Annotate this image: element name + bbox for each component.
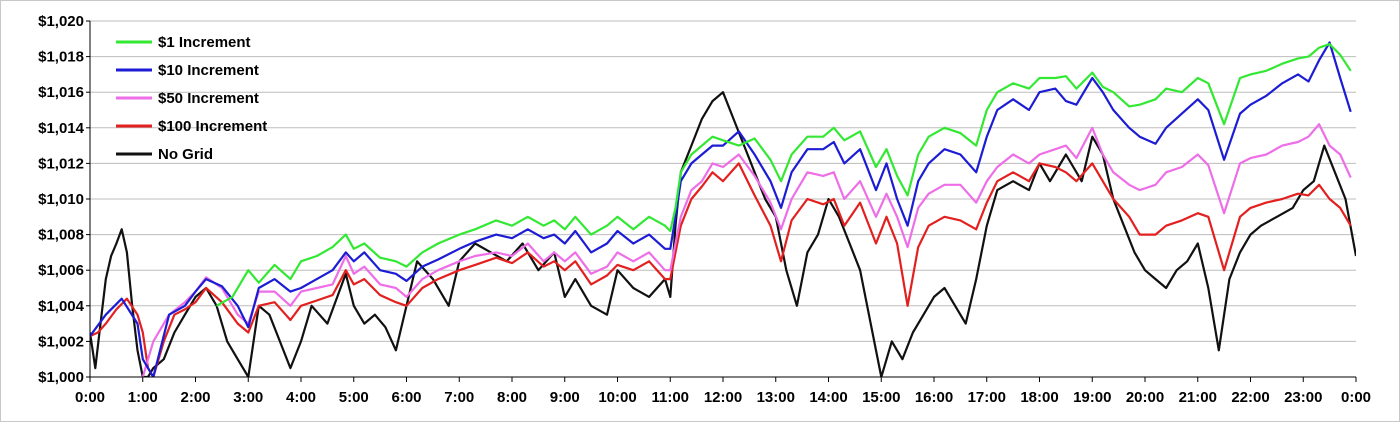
x-tick-labels: 0:00 1:00 2:00 3:00 4:00 5:00 6:00 7:00 8:00 9:00…: [75, 389, 1371, 406]
legend-label: $10 Increment: [158, 62, 259, 79]
y-tick-label: $1,002: [38, 333, 84, 350]
y-tick-label: $1,012: [38, 155, 84, 172]
axes: [86, 20, 1357, 382]
x-tick-label: 14:00: [809, 389, 847, 406]
x-tick-label: 17:00: [968, 389, 1006, 406]
y-tick-label: $1,000: [38, 369, 84, 386]
x-tick-label: 21:00: [1179, 389, 1217, 406]
y-tick-label: $1,006: [38, 262, 84, 279]
series-lines: [90, 41, 1356, 377]
y-tick-label: $1,018: [38, 49, 84, 66]
series-line-2: [141, 123, 1352, 377]
y-tick-label: $1,020: [38, 13, 84, 30]
x-tick-label: 23:00: [1284, 389, 1322, 406]
y-tick-labels: $1,000 $1,002 $1,004 $1,006 $1,008 $1,010 $1,0…: [38, 13, 85, 386]
x-tick-label: 8:00: [497, 389, 527, 406]
x-tick-label: 2:00: [180, 389, 210, 406]
series-line-0: [216, 42, 1352, 307]
x-tick-label: 7:00: [444, 389, 474, 406]
series-line-4: [90, 91, 1356, 377]
x-tick-label: 13:00: [757, 389, 795, 406]
legend-label: $100 Increment: [158, 118, 267, 135]
legend: $1 Increment $10 Increment $50 Increment $1…: [116, 34, 267, 163]
x-tick-label: 3:00: [233, 389, 263, 406]
x-tick-label: 0:00: [75, 389, 105, 406]
x-tick-label: 1:00: [128, 389, 158, 406]
x-tick-label: 9:00: [550, 389, 580, 406]
x-tick-label: 18:00: [1020, 389, 1058, 406]
x-tick-label: 15:00: [862, 389, 900, 406]
x-tick-label: 0:00: [1341, 389, 1371, 406]
x-tick-label: 12:00: [704, 389, 742, 406]
y-tick-label: $1,010: [38, 191, 84, 208]
legend-label: $50 Increment: [158, 90, 259, 107]
series-line-1: [90, 41, 1352, 377]
x-tick-label: 10:00: [598, 389, 636, 406]
series-line-3: [90, 162, 1352, 377]
x-tick-label: 20:00: [1126, 389, 1164, 406]
y-tick-label: $1,008: [38, 227, 84, 244]
y-tick-label: $1,016: [38, 84, 84, 101]
y-tick-label: $1,014: [38, 120, 85, 137]
x-tick-label: 6:00: [391, 389, 421, 406]
x-tick-label: 16:00: [915, 389, 953, 406]
legend-label: $1 Increment: [158, 34, 251, 51]
x-tick-label: 22:00: [1231, 389, 1269, 406]
x-tick-label: 4:00: [286, 389, 316, 406]
x-tick-label: 19:00: [1073, 389, 1111, 406]
y-tick-label: $1,004: [38, 298, 85, 315]
x-tick-label: 5:00: [339, 389, 369, 406]
x-tick-label: 11:00: [651, 389, 689, 406]
legend-label: No Grid: [158, 146, 213, 163]
